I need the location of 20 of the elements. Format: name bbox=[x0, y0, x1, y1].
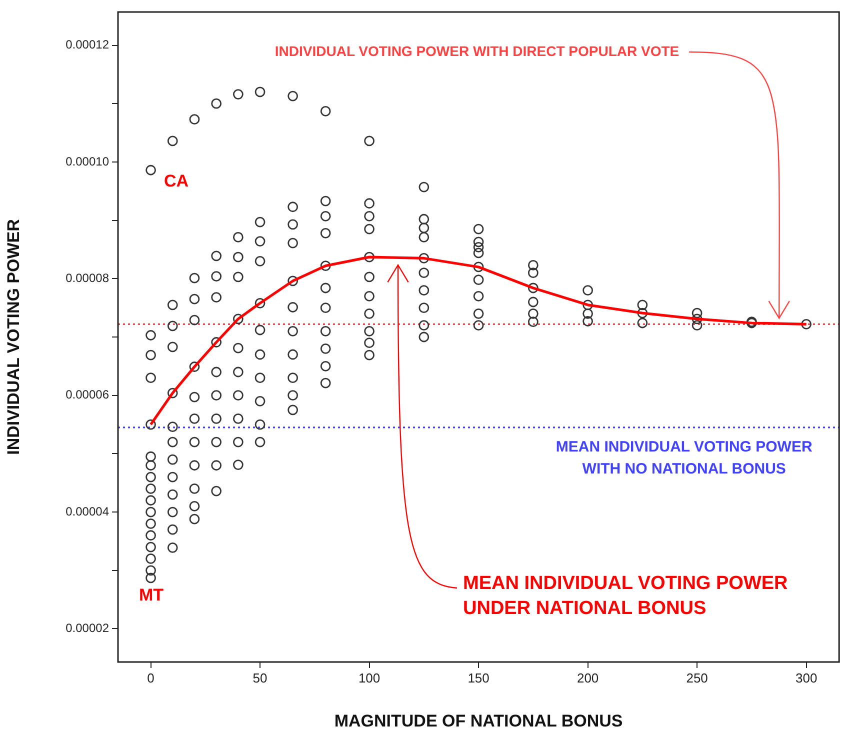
x-tick-label: 250 bbox=[686, 670, 708, 686]
y-tick-label: 0.00006 bbox=[66, 388, 110, 402]
y-tick-label: 0.00010 bbox=[66, 154, 110, 168]
y-tick-label: 0.00002 bbox=[66, 621, 110, 636]
y-tick-label: 0.00004 bbox=[66, 504, 110, 518]
x-tick-label: 300 bbox=[795, 670, 818, 686]
x-axis-title: MAGNITUDE OF NATIONAL BONUS bbox=[334, 711, 623, 730]
y-tick-label: 0.00012 bbox=[66, 38, 110, 52]
annotation: MT bbox=[139, 586, 164, 605]
x-tick-label: 150 bbox=[468, 670, 490, 686]
x-tick-label: 200 bbox=[576, 670, 599, 686]
y-axis-title: INDIVIDUAL VOTING POWER bbox=[4, 219, 23, 455]
ref-line-label: INDIVIDUAL VOTING POWER WITH DIRECT POPULAR VOTE bbox=[274, 42, 680, 59]
x-tick-label: 0 bbox=[147, 670, 154, 686]
y-tick-label: 0.00008 bbox=[66, 270, 110, 285]
x-tick-label: 50 bbox=[252, 670, 268, 686]
annotation: MEAN INDIVIDUAL VOTING POWER UNDER NATIONAL BONUS bbox=[463, 573, 788, 620]
x-tick-label: 100 bbox=[358, 670, 380, 686]
ref-line-label: MEAN INDIVIDUAL VOTING POWER WITH NO NATIONAL BONUS bbox=[556, 438, 812, 478]
annotation: CA bbox=[164, 172, 189, 191]
